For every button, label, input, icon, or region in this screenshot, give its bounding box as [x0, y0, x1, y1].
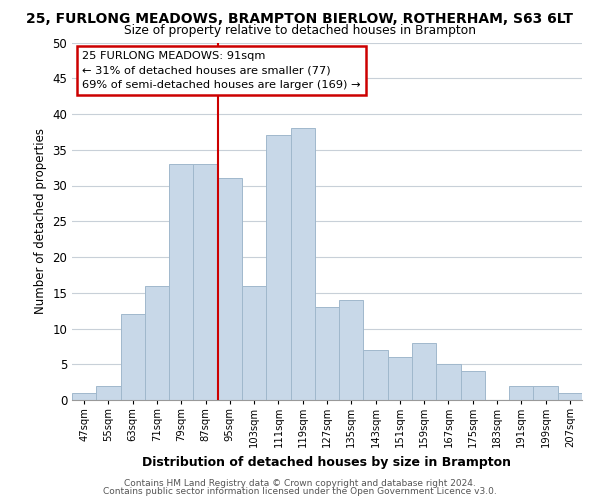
Bar	[145, 286, 169, 400]
Bar	[242, 286, 266, 400]
Bar	[96, 386, 121, 400]
Text: 25 FURLONG MEADOWS: 91sqm
← 31% of detached houses are smaller (77)
69% of semi-: 25 FURLONG MEADOWS: 91sqm ← 31% of detac…	[82, 52, 361, 90]
Bar	[388, 357, 412, 400]
Bar	[72, 393, 96, 400]
Text: Contains HM Land Registry data © Crown copyright and database right 2024.: Contains HM Land Registry data © Crown c…	[124, 478, 476, 488]
Bar	[461, 372, 485, 400]
Bar	[169, 164, 193, 400]
Bar	[339, 300, 364, 400]
Bar	[290, 128, 315, 400]
X-axis label: Distribution of detached houses by size in Brampton: Distribution of detached houses by size …	[143, 456, 511, 468]
Bar	[266, 136, 290, 400]
Bar	[121, 314, 145, 400]
Bar	[364, 350, 388, 400]
Bar	[412, 343, 436, 400]
Bar	[193, 164, 218, 400]
Bar	[509, 386, 533, 400]
Text: 25, FURLONG MEADOWS, BRAMPTON BIERLOW, ROTHERHAM, S63 6LT: 25, FURLONG MEADOWS, BRAMPTON BIERLOW, R…	[26, 12, 574, 26]
Bar	[436, 364, 461, 400]
Y-axis label: Number of detached properties: Number of detached properties	[34, 128, 47, 314]
Bar	[315, 307, 339, 400]
Text: Size of property relative to detached houses in Brampton: Size of property relative to detached ho…	[124, 24, 476, 37]
Bar	[218, 178, 242, 400]
Bar	[533, 386, 558, 400]
Text: Contains public sector information licensed under the Open Government Licence v3: Contains public sector information licen…	[103, 487, 497, 496]
Bar	[558, 393, 582, 400]
